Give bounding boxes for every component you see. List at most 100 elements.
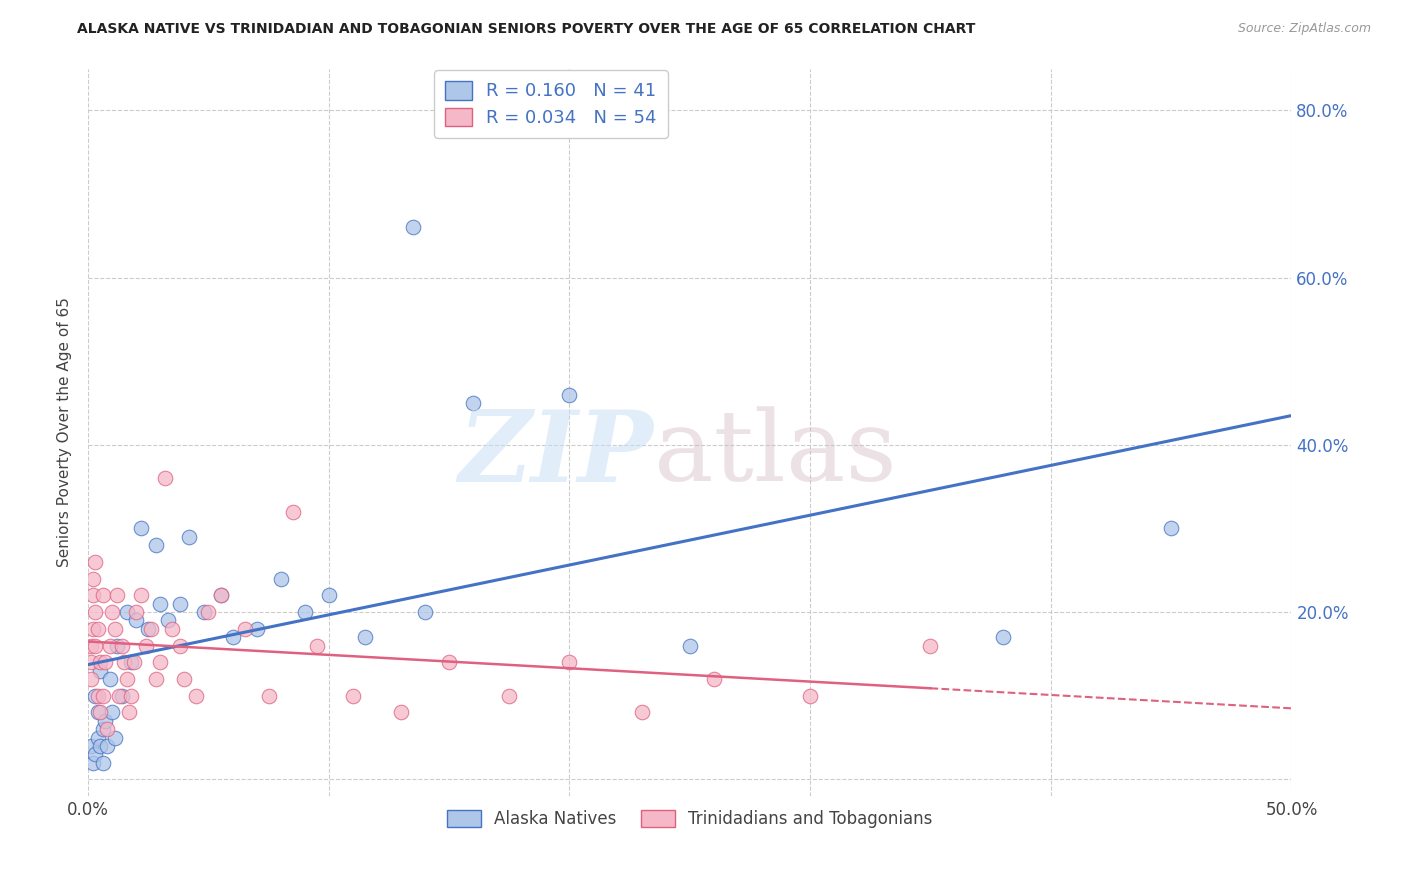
- Point: [115, 672, 138, 686]
- Point: [156, 614, 179, 628]
- Point: [153, 471, 176, 485]
- Point: [101, 706, 124, 720]
- Point: [558, 655, 581, 669]
- Point: [104, 622, 127, 636]
- Point: [173, 672, 195, 686]
- Point: [169, 597, 191, 611]
- Point: [920, 639, 942, 653]
- Point: [94, 714, 117, 728]
- Point: [129, 521, 152, 535]
- Point: [89, 706, 111, 720]
- Point: [96, 722, 118, 736]
- Point: [89, 664, 111, 678]
- Point: [209, 588, 232, 602]
- Point: [233, 622, 256, 636]
- Point: [498, 689, 520, 703]
- Point: [136, 622, 159, 636]
- Point: [121, 655, 143, 669]
- Point: [98, 672, 121, 686]
- Point: [91, 689, 114, 703]
- Point: [87, 689, 110, 703]
- Point: [96, 739, 118, 753]
- Point: [98, 639, 121, 653]
- Point: [89, 655, 111, 669]
- Point: [87, 731, 110, 745]
- Point: [145, 672, 167, 686]
- Point: [82, 588, 104, 602]
- Point: [122, 655, 145, 669]
- Point: [79, 639, 101, 653]
- Point: [111, 689, 134, 703]
- Point: [89, 739, 111, 753]
- Point: [197, 605, 219, 619]
- Point: [413, 605, 436, 619]
- Point: [104, 731, 127, 745]
- Point: [125, 614, 148, 628]
- Point: [246, 622, 269, 636]
- Point: [79, 672, 101, 686]
- Point: [270, 572, 292, 586]
- Point: [145, 538, 167, 552]
- Text: atlas: atlas: [654, 406, 897, 502]
- Text: Source: ZipAtlas.com: Source: ZipAtlas.com: [1237, 22, 1371, 36]
- Point: [991, 630, 1014, 644]
- Point: [354, 630, 377, 644]
- Point: [125, 605, 148, 619]
- Point: [82, 756, 104, 770]
- Point: [318, 588, 340, 602]
- Point: [118, 706, 141, 720]
- Point: [84, 747, 107, 762]
- Point: [121, 689, 143, 703]
- Text: ZIP: ZIP: [458, 406, 654, 502]
- Point: [305, 639, 328, 653]
- Point: [162, 622, 184, 636]
- Point: [91, 756, 114, 770]
- Point: [389, 706, 412, 720]
- Point: [630, 706, 652, 720]
- Point: [79, 655, 101, 669]
- Point: [703, 672, 725, 686]
- Point: [105, 588, 128, 602]
- Point: [342, 689, 364, 703]
- Point: [87, 622, 110, 636]
- Point: [115, 605, 138, 619]
- Point: [169, 639, 191, 653]
- Point: [135, 639, 157, 653]
- Point: [463, 396, 485, 410]
- Point: [281, 505, 304, 519]
- Point: [105, 639, 128, 653]
- Legend: Alaska Natives, Trinidadians and Tobagonians: Alaska Natives, Trinidadians and Tobagon…: [440, 804, 939, 835]
- Point: [79, 739, 101, 753]
- Point: [799, 689, 821, 703]
- Point: [112, 655, 135, 669]
- Point: [84, 555, 107, 569]
- Point: [221, 630, 243, 644]
- Point: [193, 605, 215, 619]
- Point: [209, 588, 232, 602]
- Point: [111, 639, 134, 653]
- Point: [84, 605, 107, 619]
- Point: [149, 655, 172, 669]
- Point: [82, 572, 104, 586]
- Point: [108, 689, 131, 703]
- Point: [84, 689, 107, 703]
- Point: [1160, 521, 1182, 535]
- Point: [101, 605, 124, 619]
- Text: ALASKA NATIVE VS TRINIDADIAN AND TOBAGONIAN SENIORS POVERTY OVER THE AGE OF 65 C: ALASKA NATIVE VS TRINIDADIAN AND TOBAGON…: [77, 22, 976, 37]
- Point: [679, 639, 702, 653]
- Point: [91, 722, 114, 736]
- Point: [82, 622, 104, 636]
- Point: [84, 639, 107, 653]
- Point: [129, 588, 152, 602]
- Point: [257, 689, 280, 703]
- Point: [149, 597, 172, 611]
- Point: [558, 387, 581, 401]
- Point: [94, 655, 117, 669]
- Point: [179, 530, 201, 544]
- Point: [186, 689, 208, 703]
- Point: [402, 220, 425, 235]
- Point: [87, 706, 110, 720]
- Y-axis label: Seniors Poverty Over the Age of 65: Seniors Poverty Over the Age of 65: [58, 297, 72, 567]
- Point: [91, 588, 114, 602]
- Point: [294, 605, 316, 619]
